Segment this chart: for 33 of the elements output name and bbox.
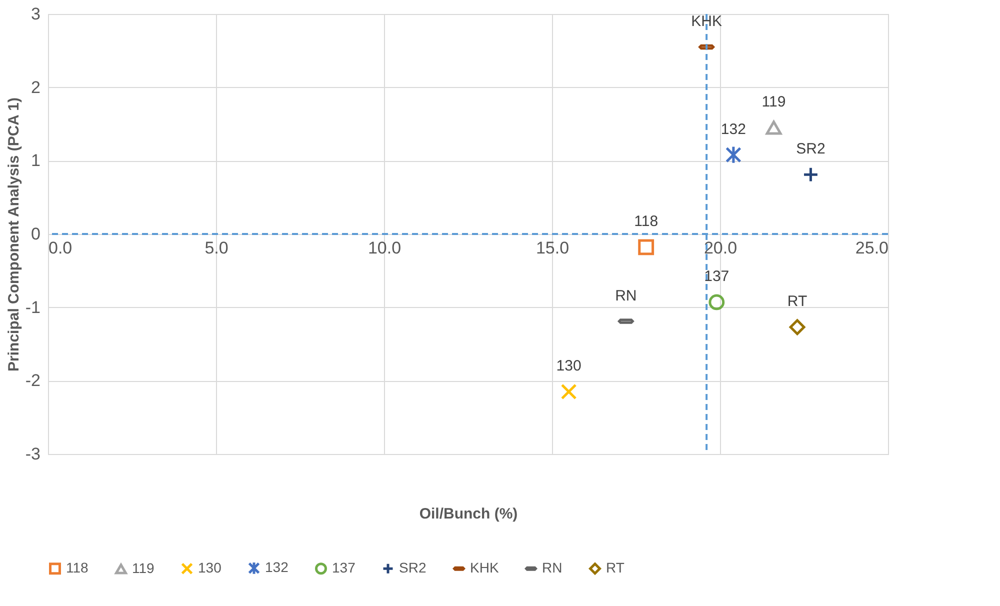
legend-label: RT	[606, 560, 625, 576]
y-tick-label: -2	[25, 371, 40, 390]
text: RN	[615, 287, 637, 304]
x-tick-label: 15.0	[536, 238, 570, 258]
y-tick-label: 2	[31, 78, 40, 97]
legend-label: SR2	[399, 560, 426, 576]
text: 118	[634, 213, 658, 230]
y-tick-label: 1	[31, 151, 40, 170]
legend-label: 137	[332, 560, 356, 576]
legend-label: RN	[542, 560, 562, 576]
y-tick-label: 0	[31, 224, 40, 244]
x-tick-label: 5.0	[204, 238, 228, 258]
legend-label: KHK	[470, 560, 500, 576]
text: KHK	[691, 13, 722, 30]
x-tick-label: 10.0	[368, 238, 402, 258]
legend-label: 130	[198, 560, 222, 576]
x-tick-label: 25.0	[855, 238, 888, 258]
y-tick-label: 3	[31, 4, 40, 24]
y-tick-label: -1	[25, 298, 40, 317]
legend-label: 118	[66, 560, 89, 576]
y-axis-title: Principal Component Analysis (PCA 1)	[5, 98, 22, 372]
legend-label: 132	[265, 559, 289, 576]
text: 130	[556, 358, 582, 375]
text: 132	[720, 120, 746, 138]
text: RT	[787, 293, 808, 310]
text: 119	[762, 94, 786, 111]
text: SR2	[796, 140, 826, 158]
x-tick-label: 0.0	[48, 238, 72, 258]
y-tick-label: -3	[25, 444, 40, 464]
text: 137	[704, 268, 730, 286]
legend-label: 119	[132, 560, 155, 576]
x-tick-label: 20.0	[704, 238, 738, 258]
x-axis-title: Oil/Bunch (%)	[419, 506, 518, 522]
